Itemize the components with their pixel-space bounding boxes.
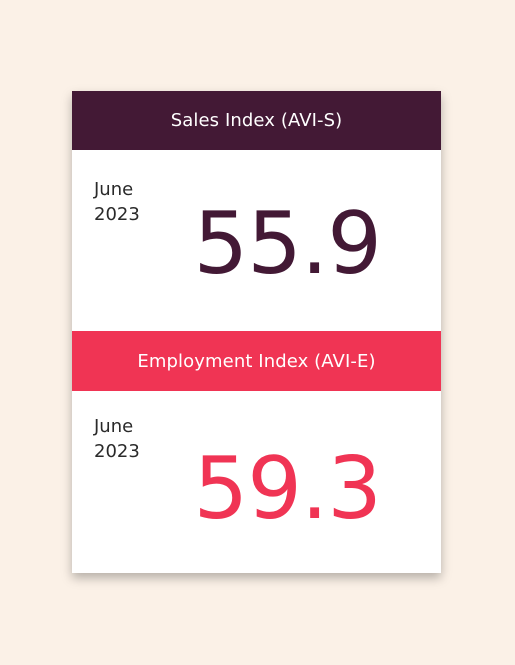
employment-period: June 2023: [94, 414, 140, 464]
sales-index-header: Sales Index (AVI-S): [72, 91, 441, 150]
sales-period: June 2023: [94, 177, 140, 227]
employment-period-month: June: [94, 416, 134, 437]
sales-index-title: Sales Index (AVI-S): [170, 110, 343, 131]
sales-period-month: June: [94, 179, 134, 200]
index-card: Sales Index (AVI-S) June 2023 55.9 Emplo…: [72, 91, 441, 573]
employment-index-title: Employment Index (AVI-E): [137, 350, 376, 372]
employment-period-year: 2023: [94, 441, 140, 462]
sales-period-year: 2023: [94, 204, 140, 225]
sales-index-value: 55.9: [193, 194, 382, 294]
employment-index-value: 59.3: [193, 439, 382, 539]
employment-index-header: Employment Index (AVI-E): [72, 331, 441, 391]
